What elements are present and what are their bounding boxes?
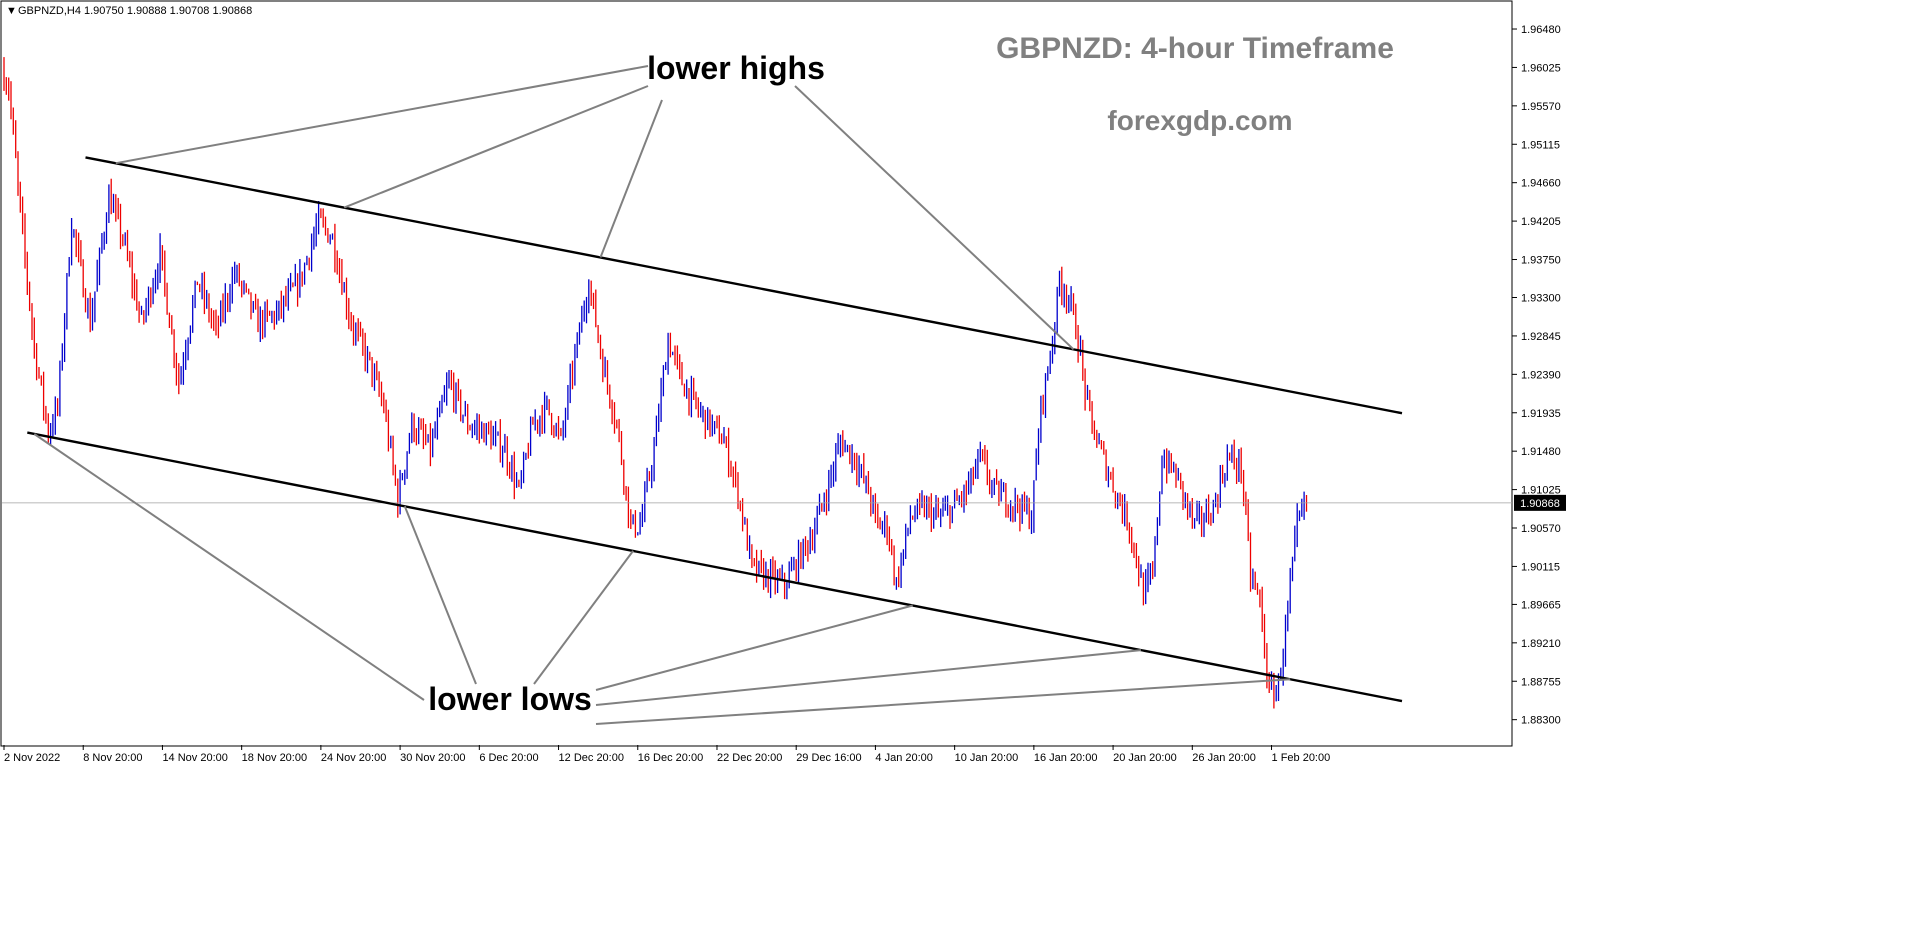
y-tick-label: 1.94660 — [1521, 178, 1561, 190]
y-tick-label: 1.91480 — [1521, 446, 1561, 458]
x-tick-label: 4 Jan 20:00 — [875, 752, 933, 764]
x-tick-label: 22 Dec 20:00 — [717, 752, 782, 764]
x-tick-label: 30 Nov 20:00 — [400, 752, 465, 764]
candles-group — [3, 57, 1308, 709]
x-tick-label: 2 Nov 2022 — [4, 752, 60, 764]
x-tick-label: 8 Nov 20:00 — [83, 752, 142, 764]
lower-low-pointer — [33, 433, 425, 701]
x-tick-label: 16 Dec 20:00 — [638, 752, 703, 764]
x-tick-label: 18 Nov 20:00 — [242, 752, 307, 764]
lower-low-pointer — [595, 604, 913, 691]
x-tick-label: 26 Jan 20:00 — [1192, 752, 1256, 764]
y-tick-label: 1.96025 — [1521, 62, 1561, 74]
x-tick-label: 29 Dec 16:00 — [796, 752, 861, 764]
time-axis[interactable]: 2 Nov 2022 8 Nov 20:00 14 Nov 20:00 18 Nov … — [3, 745, 1331, 764]
y-tick-label: 1.94205 — [1521, 216, 1561, 228]
lower-high-pointer — [599, 99, 663, 258]
annotation-pointers-group — [33, 65, 1291, 725]
channel-lower-line[interactable] — [27, 431, 1403, 703]
y-tick-label: 1.95115 — [1521, 139, 1560, 151]
y-tick-label: 1.88300 — [1521, 715, 1561, 727]
y-tick-label: 1.96480 — [1521, 24, 1561, 36]
y-tick-label: 1.88755 — [1521, 676, 1561, 688]
lower-high-pointer — [343, 85, 649, 209]
y-tick-label: 1.91025 — [1521, 485, 1561, 497]
y-tick-label: 1.92845 — [1521, 331, 1561, 343]
x-tick-label: 14 Nov 20:00 — [162, 752, 227, 764]
chart-watermark-title: GBPNZD: 4-hour Timeframe — [996, 32, 1394, 65]
x-tick-label: 24 Nov 20:00 — [321, 752, 386, 764]
current-price-line-group: 1.90868 — [2, 494, 1566, 511]
y-tick-label: 1.92390 — [1521, 369, 1561, 381]
y-tick-label: 1.89210 — [1521, 638, 1561, 650]
current-price-box — [1514, 494, 1566, 511]
x-tick-label: 16 Jan 20:00 — [1034, 752, 1098, 764]
y-tick-label: 1.95570 — [1521, 101, 1561, 113]
lower-highs-label: lower highs — [647, 50, 825, 86]
lower-lows-label: lower lows — [428, 681, 592, 717]
x-tick-label: 10 Jan 20:00 — [955, 752, 1019, 764]
chart-watermark-site: forexgdp.com — [1107, 105, 1292, 136]
x-tick-label: 20 Jan 20:00 — [1113, 752, 1177, 764]
lower-high-pointer — [794, 85, 1075, 351]
x-tick-label: 6 Dec 20:00 — [479, 752, 538, 764]
lower-high-pointer — [115, 65, 649, 165]
x-tick-label: 1 Feb 20:00 — [1272, 752, 1331, 764]
symbol-header: GBPNZD,H4 1.90750 1.90888 1.90708 1.9086… — [18, 5, 252, 17]
y-tick-label: 1.93300 — [1521, 293, 1561, 305]
current-price-label: 1.90868 — [1520, 498, 1560, 510]
x-tick-label: 12 Dec 20:00 — [559, 752, 624, 764]
channel-group[interactable] — [27, 156, 1403, 703]
header-triangle-icon[interactable]: ▼ — [6, 5, 17, 17]
y-tick-label: 1.89665 — [1521, 599, 1561, 611]
price-axis[interactable]: 1.96480 1.96025 1.95570 1.95115 1.94660 1.942… — [1512, 24, 1561, 727]
y-tick-label: 1.90115 — [1521, 561, 1560, 573]
lower-low-pointer — [595, 678, 1291, 725]
y-tick-label: 1.93750 — [1521, 255, 1561, 267]
lower-low-pointer — [403, 505, 477, 685]
lower-low-pointer — [533, 550, 634, 685]
plot-frame — [0, 0, 1513, 747]
y-tick-label: 1.91935 — [1521, 408, 1561, 420]
channel-upper-line[interactable] — [85, 156, 1403, 415]
y-tick-label: 1.90570 — [1521, 523, 1561, 535]
lower-low-pointer — [595, 649, 1142, 706]
